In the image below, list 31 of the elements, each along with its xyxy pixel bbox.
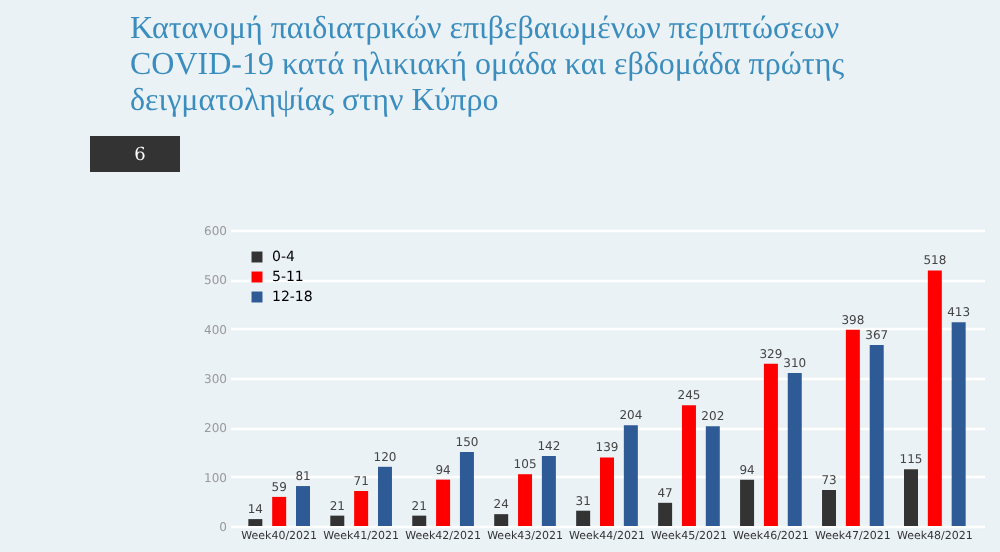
bar: [494, 514, 509, 526]
bar: [927, 270, 942, 526]
bar: [330, 515, 345, 526]
bar: [600, 457, 614, 526]
bar: [412, 515, 427, 526]
bar: [822, 489, 837, 526]
text: Κατανομή παιδιατρικών επιβεβαιωμένων περιπτώσεων: [130, 12, 840, 46]
bar: [576, 510, 591, 526]
bar: [763, 363, 778, 526]
text: COVID-19 κατά ηλικιακή ομάδα και εβδομάδα πρώτης: [130, 48, 845, 82]
bar: [740, 479, 755, 526]
bar: [658, 502, 673, 526]
bar: [518, 474, 533, 526]
bar: [436, 479, 451, 526]
bar: [845, 329, 860, 526]
bar: [869, 344, 884, 526]
bar: [951, 322, 966, 526]
bar: [377, 466, 392, 526]
text: δειγματοληψίας στην Κύπρο: [130, 84, 499, 118]
bar: [623, 425, 638, 526]
bar: [459, 452, 474, 526]
bar: [903, 469, 918, 526]
bar: [354, 490, 369, 526]
bar: [296, 486, 311, 526]
bar: [272, 496, 287, 526]
text: 6: [134, 146, 147, 166]
bar: [541, 455, 556, 526]
bar: [248, 519, 263, 526]
bar: [681, 405, 696, 526]
bar: [705, 426, 720, 526]
bar: [787, 373, 802, 526]
